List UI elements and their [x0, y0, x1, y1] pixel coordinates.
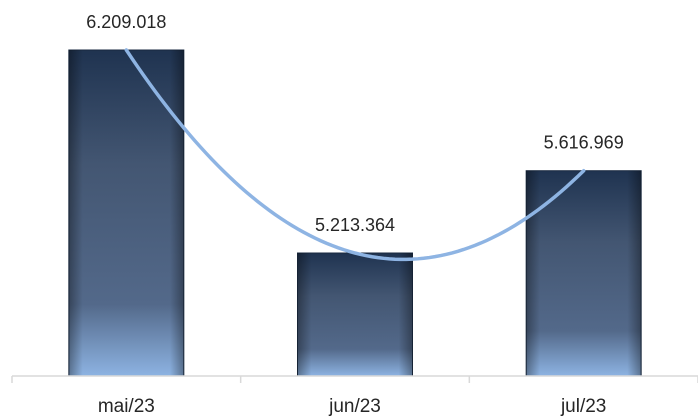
- bar-shade-mai-23: [68, 50, 184, 376]
- x-tick-label-jul-23: jul/23: [560, 396, 606, 417]
- x-tick-label-jun-23: jun/23: [328, 396, 381, 417]
- data-label-mai-23: 6.209.018: [86, 12, 166, 32]
- x-axis: [11, 375, 698, 383]
- data-label-jun-23: 5.213.364: [315, 215, 395, 235]
- bar-shade-jul-23: [526, 170, 642, 376]
- trendline: [124, 48, 586, 262]
- data-label-jul-23: 5.616.969: [544, 133, 624, 153]
- bar-shade-jun-23: [297, 253, 413, 376]
- trendline-group: [124, 48, 586, 262]
- x-tick-label-mai-23: mai/23: [98, 396, 155, 417]
- bars-group: [68, 49, 642, 377]
- labels-group: 6.209.018 mai/23 5.213.364 jun/23 5.616.969 j…: [86, 12, 623, 417]
